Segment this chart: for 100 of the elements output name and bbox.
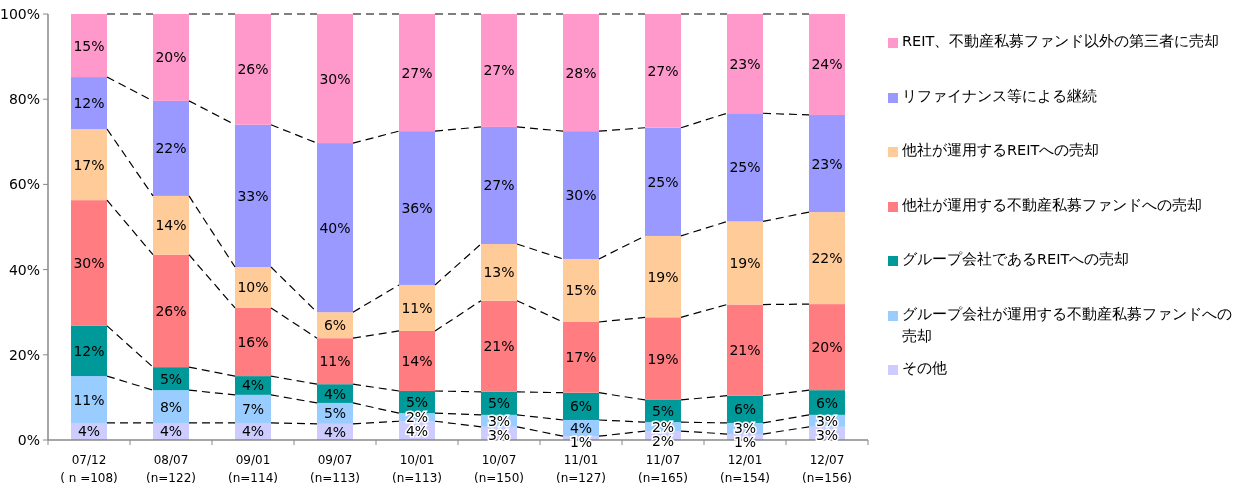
bar (399, 330, 435, 392)
x-tick-label: 11/07 (n=165) (638, 453, 688, 485)
data-label: 6% (569, 398, 593, 415)
data-label: 22% (811, 250, 843, 267)
legend-label: 他社が運用するREITへの売却 (902, 142, 1100, 159)
data-label: 2% (405, 409, 429, 426)
data-label: 2% (651, 432, 675, 449)
bar (645, 317, 681, 400)
y-tick-label: 20% (8, 346, 40, 363)
bar (71, 376, 107, 423)
data-label: 5% (159, 370, 183, 387)
x-tick-label: 12/01 (n=154) (720, 453, 770, 485)
data-label: 20% (811, 339, 843, 356)
bar (399, 284, 435, 331)
bar (399, 131, 435, 285)
data-label: 19% (647, 350, 679, 367)
data-label: 1% (733, 434, 757, 451)
data-label: 3% (733, 420, 757, 437)
bar (727, 14, 763, 114)
bar (727, 221, 763, 305)
data-label: 27% (483, 177, 515, 194)
data-label: 5% (487, 395, 511, 412)
bar (71, 200, 107, 326)
data-label: 14% (155, 217, 187, 234)
data-label: 24% (811, 56, 843, 73)
legend-label: グループ会社であるREITへの売却 (902, 251, 1130, 268)
y-tick-label: 100% (0, 6, 40, 22)
legend-label: 他社が運用する不動産私募ファンドへの売却 (902, 196, 1202, 213)
data-label: 7% (241, 400, 265, 417)
data-label: 6% (323, 317, 347, 334)
data-label: 25% (647, 173, 679, 190)
bar (317, 14, 353, 144)
data-label: 27% (483, 62, 515, 79)
data-label: 20% (155, 49, 187, 66)
y-tick-label: 80% (8, 91, 40, 108)
bar (645, 14, 681, 128)
bar (153, 14, 189, 101)
bar (563, 322, 599, 393)
data-label: 4% (77, 423, 101, 440)
y-tick-label: 60% (8, 176, 40, 193)
bar (481, 300, 517, 392)
data-label: 26% (155, 302, 187, 319)
data-label: 3% (815, 426, 839, 443)
bar (563, 131, 599, 259)
data-label: 10% (237, 279, 269, 296)
bar (809, 304, 845, 391)
legend-label: グループ会社が運用する不動産私募ファンドへの売却 (902, 305, 1232, 344)
bar (645, 127, 681, 236)
data-label: 4% (405, 423, 429, 440)
bar (809, 114, 845, 213)
bar (809, 212, 845, 305)
data-label: 26% (237, 61, 269, 78)
bar (71, 77, 107, 130)
data-label: 15% (73, 37, 105, 54)
data-label: 27% (401, 64, 433, 81)
data-label: 11% (401, 299, 433, 316)
bar (481, 244, 517, 301)
x-tick-label: 10/07 (n=150) (474, 453, 524, 485)
data-label: 6% (733, 401, 757, 418)
x-tick-label: 12/07 (n=156) (802, 453, 852, 485)
data-label: 30% (319, 70, 351, 87)
data-label: 12% (73, 95, 105, 112)
data-label: 23% (729, 55, 761, 72)
bar (727, 113, 763, 222)
data-label: 6% (815, 394, 839, 411)
data-label: 33% (237, 187, 269, 204)
bar (71, 129, 107, 201)
data-label: 12% (73, 342, 105, 359)
data-label: 3% (487, 412, 511, 429)
bar (727, 304, 763, 396)
data-label: 2% (651, 418, 675, 435)
data-label: 4% (323, 423, 347, 440)
bar (563, 258, 599, 322)
legend-label: リファイナンス等による継続 (902, 87, 1097, 104)
data-label: 36% (401, 200, 433, 217)
bar (563, 14, 599, 132)
bar (645, 235, 681, 318)
data-label: 30% (73, 255, 105, 271)
bar (235, 307, 271, 377)
data-label: 11% (319, 353, 351, 370)
data-label: 4% (569, 420, 593, 437)
data-label: 28% (565, 64, 597, 81)
data-label: 5% (651, 403, 675, 420)
data-label: 3% (815, 412, 839, 429)
data-label: 11% (73, 391, 105, 408)
data-label: 19% (647, 268, 679, 285)
data-label: 5% (405, 394, 429, 411)
x-tick-label: 07/12 ( n =108) (60, 453, 118, 485)
bar (153, 100, 189, 196)
bar (317, 143, 353, 313)
data-label: 5% (323, 405, 347, 422)
data-label: 4% (159, 423, 183, 440)
x-tick-label: 09/07 (n=113) (310, 453, 360, 485)
data-label: 14% (401, 352, 433, 369)
bar (481, 126, 517, 245)
data-label: 30% (565, 187, 597, 204)
bar (481, 14, 517, 127)
data-label: 15% (565, 282, 597, 299)
bar (71, 14, 107, 78)
x-tick-label: 10/01 (n=113) (392, 453, 442, 485)
